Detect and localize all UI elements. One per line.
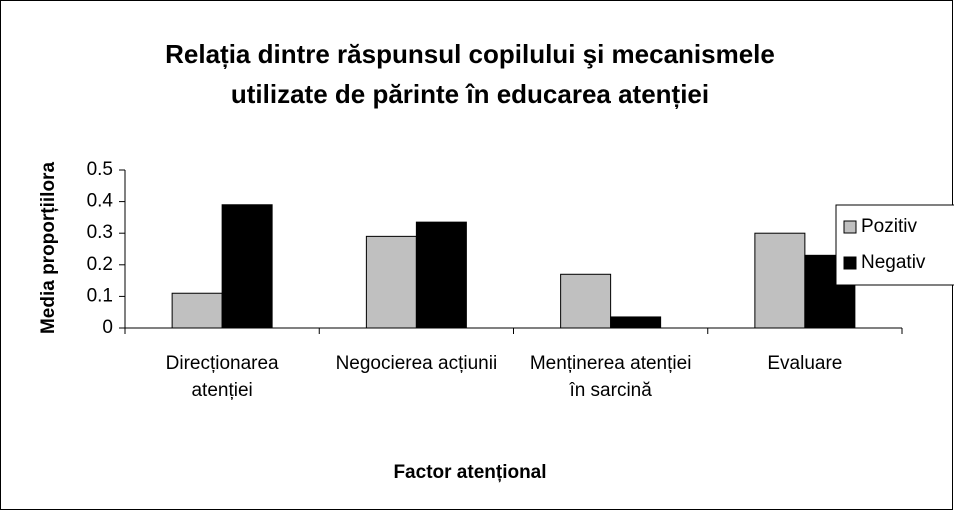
x-tick-label: Evaluare [767,353,843,374]
bar [754,232,806,329]
x-axis-title: Factor atențional [393,462,547,483]
y-tick-label: 0.3 [87,222,113,243]
y-tick-label: 0.1 [87,285,113,306]
legend-box [835,204,954,286]
chart-title: Relația dintre răspunsul copilului şi me… [165,39,775,109]
x-tick-label: Menținerea atenției în sarcină [529,353,692,401]
y-tick-label: 0.4 [87,191,114,212]
y-axis-title: Media proporțiilora [38,161,59,335]
y-tick-label: 0.2 [87,254,113,275]
y-tick-label: 0.5 [87,159,113,180]
bar [610,316,662,329]
bar [365,235,417,329]
legend-label: Pozitiv [861,216,917,237]
bar [415,221,467,329]
x-tick-label: Direcționarea atenției [165,353,279,401]
bar [221,204,273,329]
legend-swatch [843,220,857,234]
legend-label: Negativ [861,252,926,273]
x-tick-label: Negocierea acțiunii [335,353,498,374]
bar [560,273,612,329]
y-tick-label: 0 [102,317,113,338]
bar [171,292,223,329]
legend-swatch [843,256,857,270]
